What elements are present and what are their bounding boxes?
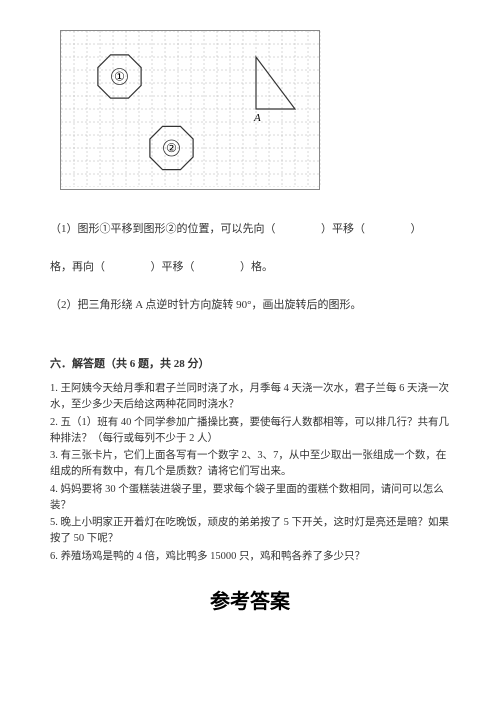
q1-prefix: （1）图形①平移到图形②的位置，可以先向（ [50,223,276,235]
list-item: 6. 养殖场鸡是鸭的 4 倍，鸡比鸭多 15000 只，鸡和鸭各养了多少只？ [50,549,450,565]
svg-text:②: ② [166,141,177,155]
q1-mid2: ） [411,223,422,235]
svg-text:①: ① [114,70,125,84]
list-item: 3. 有三张卡片，它们上面各写有一个数字 2、3、7，从中至少取出一张组成一个数… [50,448,450,480]
question-1-line2: 格，再向（ ）平移（ ）格。 [50,258,450,278]
question-1: （1）图形①平移到图形②的位置，可以先向（ ）平移（ ） [50,220,450,240]
list-item: 4. 妈妈要将 30 个蛋糕装进袋子里，要求每个袋子里面的蛋糕个数相同，请问可以… [50,482,450,514]
q2-text: （2）把三角形绕 A 点逆时针方向旋转 90°，画出旋转后的图形。 [50,299,361,311]
answer-heading: 参考答案 [50,585,450,614]
svg-text:A: A [253,112,261,124]
problem-list: 1. 王阿姨今天给月季和君子兰同时浇了水，月季每 4 天浇一次水，君子兰每 6 … [50,381,450,564]
section-6-title: 六．解答题（共 6 题，共 28 分） [50,355,450,371]
list-item: 1. 王阿姨今天给月季和君子兰同时浇了水，月季每 4 天浇一次水，君子兰每 6 … [50,381,450,413]
list-item: 2. 五（1）班有 40 个同学参加广播操比赛，要使每行人数都相等，可以排几行？… [50,415,450,447]
q1-mid1: ）平移（ [321,223,365,235]
list-item: 5. 晚上小明家正开着灯在吃晚饭，顽皮的弟弟按了 5 下开关，这时灯是亮还是暗？… [50,515,450,547]
q1-l2b: ）平移（ [151,261,195,273]
q1-l2c: ）格。 [240,261,273,273]
grid-figure: ① ② A [60,30,320,190]
question-2: （2）把三角形绕 A 点逆时针方向旋转 90°，画出旋转后的图形。 [50,296,450,316]
grid-svg: ① ② A [61,31,321,187]
q1-l2a: 格，再向（ [50,261,105,273]
